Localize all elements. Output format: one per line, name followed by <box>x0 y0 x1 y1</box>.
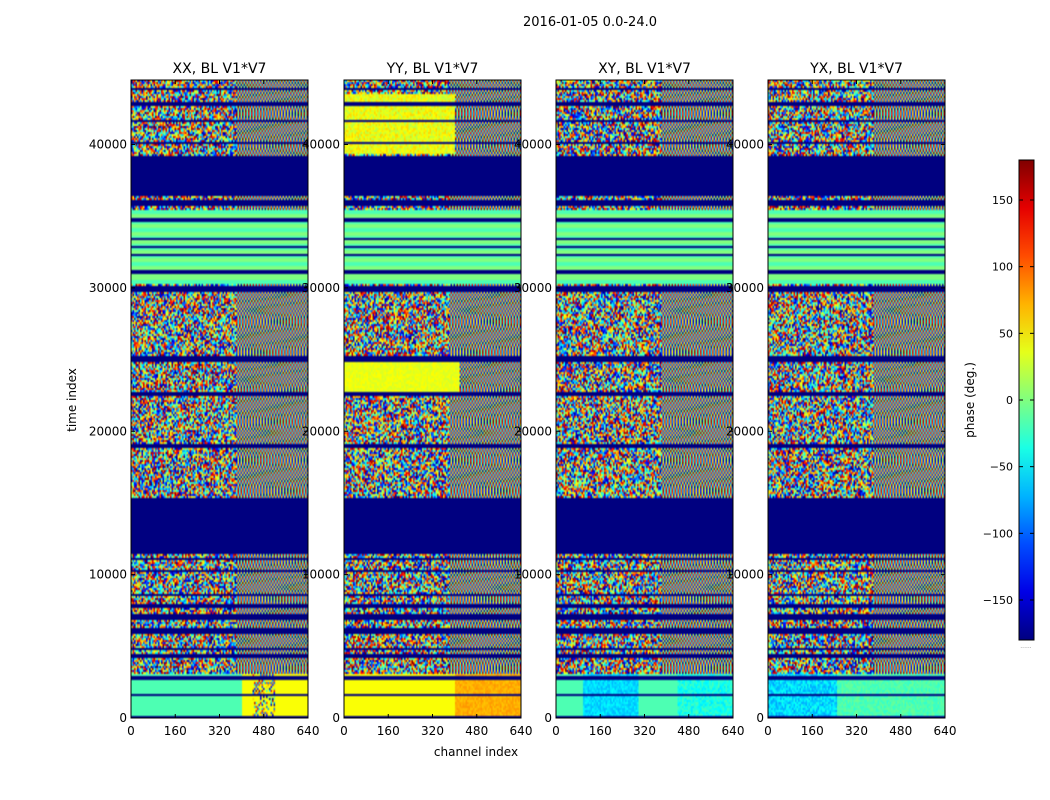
x-tick-label: 0 <box>127 724 135 738</box>
y-tick-label: 20000 <box>514 424 552 438</box>
y-tick-label: 20000 <box>89 424 127 438</box>
heatmap-yy <box>344 80 521 718</box>
x-tick-label: 640 <box>934 724 957 738</box>
y-tick-label: 30000 <box>514 281 552 295</box>
y-axis-label: time index <box>65 368 79 432</box>
colorbar-tick-label: 100 <box>992 261 1013 274</box>
y-tick-label: 10000 <box>302 568 340 582</box>
x-tick-label: 320 <box>421 724 444 738</box>
x-tick-label: 320 <box>633 724 656 738</box>
heatmap-yx <box>768 80 945 718</box>
y-tick-label: 40000 <box>514 138 552 152</box>
y-tick-label: 0 <box>544 711 552 725</box>
y-tick-label: 0 <box>756 711 764 725</box>
panel-yy: YY, BL V1*V7 0 160 320 480 640 0 10000 20000 3000… <box>302 61 533 738</box>
y-tick-label: 30000 <box>726 281 764 295</box>
x-tick-label: 640 <box>510 724 533 738</box>
x-tick-label: 640 <box>722 724 745 738</box>
x-tick-label: 0 <box>552 724 560 738</box>
colorbar-tick-label: 150 <box>992 194 1013 207</box>
panel-xy: XY, BL V1*V7 0 160 320 480 640 0 10000 20000 3000… <box>514 61 745 738</box>
x-tick-label: 0 <box>340 724 348 738</box>
figure-title: 2016-01-05 0.0-24.0 <box>523 15 657 30</box>
colorbar-tick-label: −150 <box>983 594 1013 607</box>
x-tick-label: 480 <box>889 724 912 738</box>
y-tick-label: 10000 <box>89 568 127 582</box>
x-tick-label: 480 <box>252 724 275 738</box>
y-tick-label: 30000 <box>89 281 127 295</box>
colorbar-tick-label: 50 <box>999 327 1013 340</box>
panel-title-yy: YY, BL V1*V7 <box>386 61 479 77</box>
x-tick-label: 160 <box>801 724 824 738</box>
x-axis-label: channel index <box>434 745 518 759</box>
heatmap-xx <box>131 80 308 718</box>
panels: XX, BL V1*V7 0 160 320 480 640 0 10000 20000 3000… <box>89 61 957 738</box>
y-tick-label: 10000 <box>726 568 764 582</box>
y-tick-label: 0 <box>332 711 340 725</box>
x-tick-label: 480 <box>465 724 488 738</box>
x-tick-label: 160 <box>164 724 187 738</box>
panel-xx: XX, BL V1*V7 0 160 320 480 640 0 10000 20000 3000… <box>89 61 320 738</box>
panel-yx: YX, BL V1*V7 0 160 320 480 640 0 10000 20000 3000… <box>726 61 957 738</box>
colorbar-footnote: ...... <box>1020 643 1032 650</box>
colorbar-label: phase (deg.) <box>963 362 977 438</box>
x-tick-label: 320 <box>208 724 231 738</box>
y-tick-label: 10000 <box>514 568 552 582</box>
x-tick-label: 640 <box>297 724 320 738</box>
colorbar-tick-label: −50 <box>990 461 1013 474</box>
y-tick-label: 20000 <box>302 424 340 438</box>
colorbar-tick-label: −100 <box>983 527 1013 540</box>
y-tick-label: 0 <box>119 711 127 725</box>
x-tick-label: 160 <box>377 724 400 738</box>
x-tick-label: 160 <box>589 724 612 738</box>
y-tick-label: 40000 <box>302 138 340 152</box>
x-tick-label: 0 <box>764 724 772 738</box>
y-tick-label: 40000 <box>89 138 127 152</box>
colorbar-tick-label: 0 <box>1006 394 1013 407</box>
colorbar: −150 −100 −50 0 50 100 150 <box>983 159 1035 641</box>
panel-title-yx: YX, BL V1*V7 <box>809 61 903 77</box>
panel-title-xy: XY, BL V1*V7 <box>598 61 691 77</box>
x-tick-label: 320 <box>845 724 868 738</box>
panel-title-xx: XX, BL V1*V7 <box>173 61 267 77</box>
y-tick-label: 40000 <box>726 138 764 152</box>
x-tick-label: 480 <box>677 724 700 738</box>
y-tick-label: 30000 <box>302 281 340 295</box>
y-tick-label: 20000 <box>726 424 764 438</box>
heatmap-xy <box>556 80 733 718</box>
